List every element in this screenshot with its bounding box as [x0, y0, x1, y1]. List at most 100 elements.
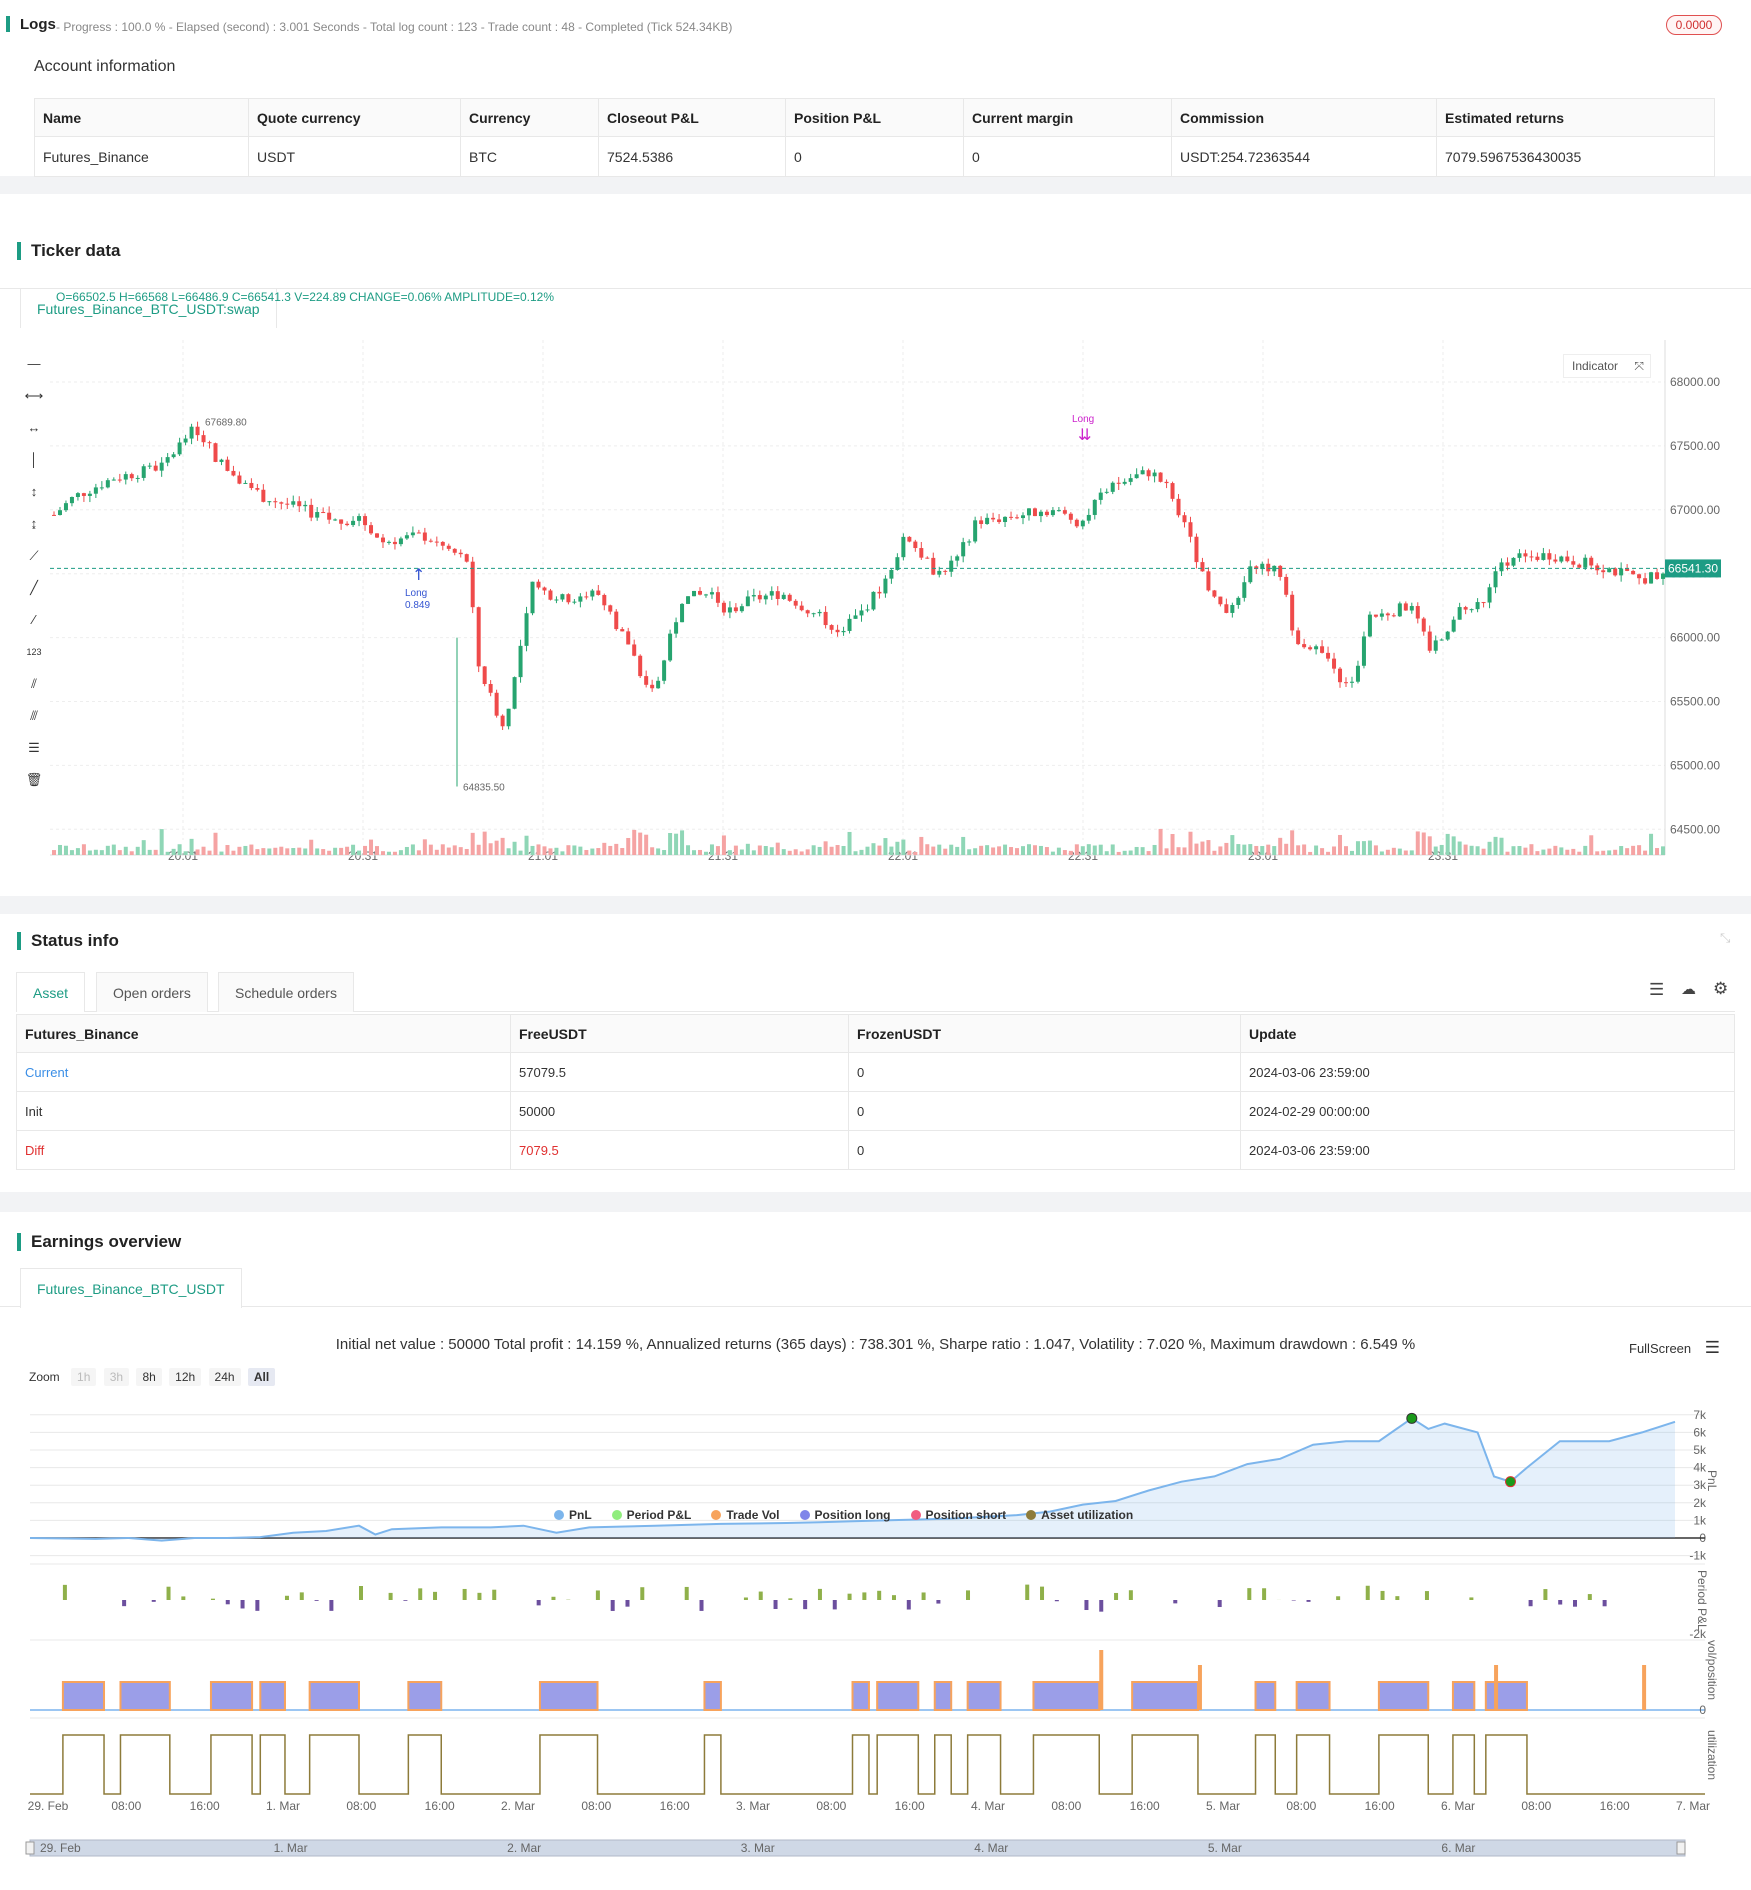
volume-bar — [177, 844, 182, 855]
legend-item[interactable]: Asset utilization — [1026, 1508, 1133, 1522]
volume-bar — [1128, 850, 1133, 855]
fib-retracement-icon[interactable]: ☰ — [28, 740, 40, 755]
candle-body — [1355, 665, 1360, 682]
candle-body — [889, 569, 894, 579]
period-bar — [1128, 1590, 1133, 1600]
volume-bar — [1044, 847, 1049, 855]
volume-bar — [75, 848, 80, 855]
zoom-24h-button[interactable]: 24h — [208, 1368, 241, 1386]
candle-body — [931, 557, 936, 575]
cloud-upload-icon[interactable]: ☁ — [1681, 981, 1696, 998]
parallel-channel-icon[interactable]: ⫽ — [31, 676, 37, 691]
candle-body — [93, 487, 98, 494]
candle-body — [1637, 574, 1642, 579]
indicator-button[interactable]: Indicator ⤧ — [1563, 354, 1651, 378]
gear-icon[interactable]: ⚙ — [1713, 979, 1729, 998]
price-label-icon[interactable]: 123 — [26, 647, 42, 657]
x-tick-label: 6. Mar — [1441, 1799, 1475, 1813]
logs-badge[interactable]: 0.0000 — [1666, 15, 1722, 35]
candle-body — [1050, 510, 1055, 516]
candle-body — [709, 592, 714, 595]
candle-body — [1361, 636, 1366, 666]
tab-schedule-orders[interactable]: Schedule orders — [218, 972, 354, 1012]
volume-bar — [1314, 845, 1319, 855]
candle-body — [1367, 614, 1372, 637]
zoom-3h-button[interactable]: 3h — [103, 1368, 130, 1386]
vertical-segment-icon[interactable]: ↨ — [30, 516, 38, 531]
account-table: Name Quote currency Currency Closeout P&… — [34, 98, 1715, 177]
legend-item[interactable]: Position short — [910, 1508, 1006, 1522]
candle-body — [506, 708, 511, 727]
volume-bar — [692, 850, 697, 855]
list-icon[interactable]: ☰ — [1649, 980, 1665, 999]
volume-bar — [512, 841, 517, 855]
tab-ticker-symbol[interactable]: Futures_Binance_BTC_USDT:swap — [20, 288, 277, 328]
legend-item[interactable]: Position long — [799, 1508, 891, 1522]
horizontal-line-icon[interactable]: ⟷ — [24, 388, 44, 403]
candle-body — [590, 590, 595, 597]
period-bar — [1424, 1591, 1429, 1600]
volume-bar — [907, 850, 912, 855]
volume-bar — [859, 849, 864, 855]
volume-bar — [165, 851, 170, 855]
x-tick-label: 4. Mar — [971, 1799, 1005, 1813]
legend-item[interactable]: PnL — [554, 1508, 592, 1522]
tab-open-orders[interactable]: Open orders — [96, 972, 208, 1012]
collapse-icon[interactable]: ⤡ — [1720, 930, 1731, 945]
candle-body — [721, 602, 726, 613]
candle-body — [398, 538, 403, 545]
trend-segment-icon[interactable]: ⁄ — [32, 612, 36, 627]
period-bar — [1469, 1597, 1474, 1600]
vertical-ray-icon[interactable]: │ — [29, 452, 39, 467]
volume-bar — [745, 843, 750, 855]
volume-bar — [231, 850, 236, 855]
volume-bar — [1451, 836, 1456, 855]
zoom-12h-button[interactable]: 12h — [169, 1368, 202, 1386]
chart-legend: PnL Period P&L Trade Vol Position long Posit… — [554, 1506, 1153, 1524]
candle-body — [883, 578, 888, 594]
position-long-block — [851, 1681, 870, 1711]
candle-body — [1463, 607, 1468, 610]
volume-bar — [703, 851, 708, 855]
candle-body — [404, 535, 409, 539]
horizontal-segment-icon[interactable]: ↔ — [27, 420, 41, 435]
trend-ray-icon[interactable]: ⟋ — [29, 548, 39, 563]
candle-body — [626, 631, 631, 645]
x-tick-label: 16:00 — [190, 1799, 220, 1813]
volume-bar — [811, 845, 816, 855]
volume-bar — [1595, 851, 1600, 855]
candle-body — [1415, 606, 1420, 619]
vertical-line-icon[interactable]: ↕ — [30, 484, 38, 499]
position-long-block — [308, 1681, 360, 1711]
volume-bar — [1505, 851, 1510, 855]
volume-bar — [1475, 846, 1480, 855]
trash-icon[interactable]: 🗑 — [25, 772, 43, 787]
tab-asset[interactable]: Asset — [16, 972, 86, 1012]
zoom-1h-button[interactable]: 1h — [71, 1368, 97, 1386]
volume-bar — [261, 848, 266, 855]
legend-dot-icon — [711, 1510, 722, 1520]
fullscreen-button[interactable]: FullScreen ☰ — [1629, 1338, 1720, 1358]
legend-item[interactable]: Period P&L — [611, 1508, 691, 1522]
trend-line-icon[interactable]: ╱ — [30, 580, 38, 595]
candle-body — [165, 457, 170, 463]
candle-body — [536, 581, 541, 588]
pnl-area — [30, 1418, 1675, 1541]
candle-body — [1505, 562, 1510, 566]
legend-item[interactable]: Trade Vol — [711, 1508, 780, 1522]
candle-body — [1385, 613, 1390, 616]
horizontal-ray-icon[interactable]: — — [27, 356, 41, 371]
candle-body — [1499, 562, 1504, 572]
candlestick-chart[interactable]: 68000.0067500.0067000.0066500.0066000.00… — [0, 340, 1751, 860]
position-long-block — [1032, 1681, 1101, 1711]
candle-body — [1080, 520, 1085, 527]
candle-body — [363, 516, 368, 526]
fib-channel-icon[interactable]: ⫻ — [30, 708, 38, 723]
zoom-8h-button[interactable]: 8h — [136, 1368, 162, 1386]
tab-earnings-symbol[interactable]: Futures_Binance_BTC_USDT — [20, 1268, 242, 1308]
volume-bar — [363, 845, 368, 855]
x-tick-label: 29. Feb — [28, 1799, 69, 1813]
volume-bar — [255, 849, 260, 855]
zoom-all-button[interactable]: All — [247, 1368, 276, 1386]
